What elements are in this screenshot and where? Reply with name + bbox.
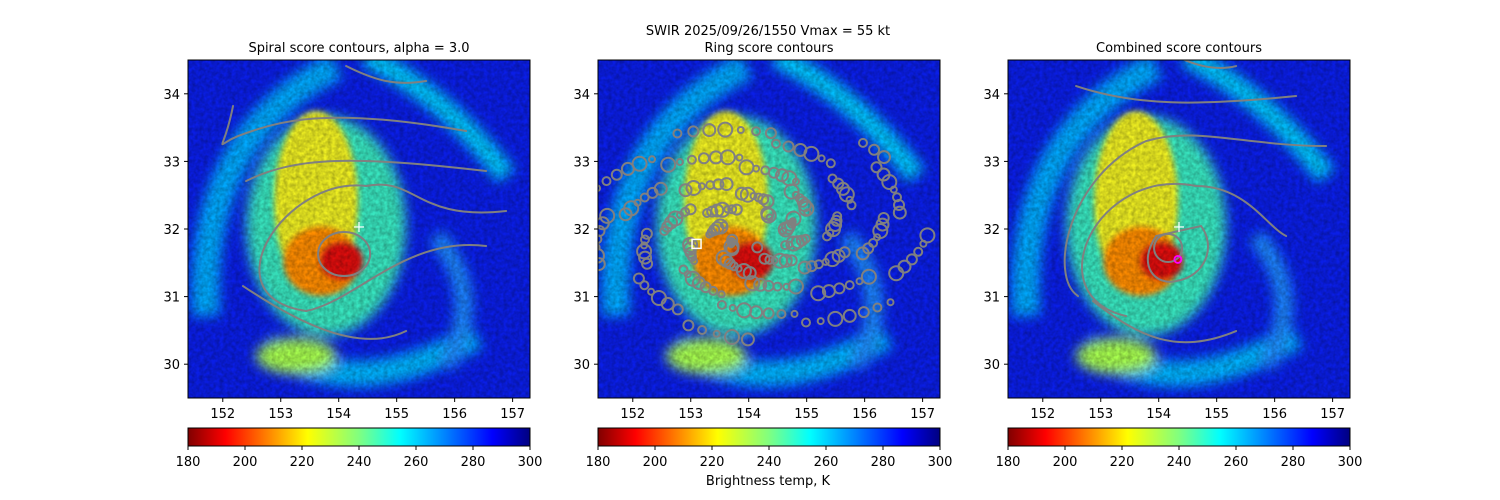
panel-1: Spiral score contours, alpha = 3.0 152 153… <box>163 41 542 470</box>
colorbar-tick-label: 300 <box>1338 455 1363 470</box>
x-tick-label: 157 <box>910 407 935 422</box>
colorbar-tick-label: 260 <box>1224 455 1249 470</box>
panel-2: Ring score contours 152 153 154 155 156 157 30 3… <box>573 41 952 470</box>
colorbar-tick-label: 240 <box>1167 455 1192 470</box>
x-tick-label: 156 <box>852 407 877 422</box>
colorbar-tick-label: 260 <box>404 455 429 470</box>
x-tick-label: 155 <box>794 407 819 422</box>
first-guess-marker <box>1174 221 1184 232</box>
first-guess-marker <box>354 221 364 232</box>
y-tick-label: 34 <box>573 88 590 103</box>
colorbar-tick-label: 220 <box>290 455 315 470</box>
colorbar-tick-label: 180 <box>176 455 201 470</box>
y-tick-label: 30 <box>163 358 180 373</box>
y-tick-label: 33 <box>163 155 180 170</box>
colorbar-tick-label: 300 <box>928 455 953 470</box>
ring-center-marker <box>691 238 702 250</box>
x-tick-label: 153 <box>678 407 703 422</box>
colorbar-tick-label: 240 <box>347 455 372 470</box>
colorbar-tick-label: 180 <box>586 455 611 470</box>
x-tick-label: 152 <box>620 407 645 422</box>
colorbar: 180 200 220 240 260 280 300 <box>586 427 953 470</box>
y-tick-label: 33 <box>573 155 590 170</box>
colorbar-tick-label: 260 <box>814 455 839 470</box>
x-tick-label: 152 <box>1030 407 1055 422</box>
panel-title: Spiral score contours, alpha = 3.0 <box>248 41 469 56</box>
x-tick-label: 156 <box>442 407 467 422</box>
y-tick-label: 31 <box>163 291 180 306</box>
y-tick-label: 32 <box>983 223 1000 238</box>
y-tick-label: 32 <box>573 223 590 238</box>
colorbar: 180 200 220 240 260 280 300 <box>176 427 543 470</box>
x-tick-label: 153 <box>268 407 293 422</box>
y-tick-label: 30 <box>573 358 590 373</box>
colorbar-tick-label: 200 <box>1053 455 1078 470</box>
x-tick-label: 153 <box>1088 407 1113 422</box>
panel-title: Ring score contours <box>704 41 833 56</box>
colorbar-tick-label: 280 <box>461 455 486 470</box>
colorbar: 180 200 220 240 260 280 300 <box>996 427 1363 470</box>
colorbar-tick-label: 280 <box>871 455 896 470</box>
x-tick-label: 152 <box>210 407 235 422</box>
x-tick-label: 155 <box>1204 407 1229 422</box>
panel-3: Combined score contours 152 153 154 155 156 15… <box>983 41 1362 470</box>
x-tick-label: 157 <box>500 407 525 422</box>
x-tick-label: 155 <box>384 407 409 422</box>
x-tick-label: 157 <box>1320 407 1345 422</box>
x-tick-label: 154 <box>736 407 761 422</box>
y-tick-label: 34 <box>983 88 1000 103</box>
colorbar-tick-label: 200 <box>233 455 258 470</box>
colorbar-tick-label: 300 <box>518 455 543 470</box>
y-tick-label: 30 <box>983 358 1000 373</box>
score-contours <box>221 65 508 340</box>
colorbar-tick-label: 220 <box>1110 455 1135 470</box>
colorbar-tick-label: 280 <box>1281 455 1306 470</box>
y-tick-label: 31 <box>573 291 590 306</box>
colorbar-tick-label: 180 <box>996 455 1021 470</box>
score-contours <box>1063 60 1328 344</box>
x-tick-label: 154 <box>326 407 351 422</box>
panel-title: Combined score contours <box>1096 41 1262 56</box>
x-tick-label: 156 <box>1262 407 1287 422</box>
colorbar-tick-label: 220 <box>700 455 725 470</box>
y-tick-label: 32 <box>163 223 180 238</box>
colorbar-tick-label: 200 <box>643 455 668 470</box>
y-tick-label: 31 <box>983 291 1000 306</box>
brightness-temp-image <box>188 60 530 398</box>
y-tick-label: 34 <box>163 88 180 103</box>
combined-center-marker <box>1173 255 1183 264</box>
brightness-temp-image <box>1008 60 1350 398</box>
brightness-temp-image <box>598 60 940 398</box>
colorbar-tick-label: 240 <box>757 455 782 470</box>
colorbar-label: Brightness temp, K <box>706 474 831 489</box>
x-tick-label: 154 <box>1146 407 1171 422</box>
y-tick-label: 33 <box>983 155 1000 170</box>
score-contours <box>598 121 936 347</box>
figure-suptitle: SWIR 2025/09/26/1550 Vmax = 55 kt <box>646 24 890 39</box>
